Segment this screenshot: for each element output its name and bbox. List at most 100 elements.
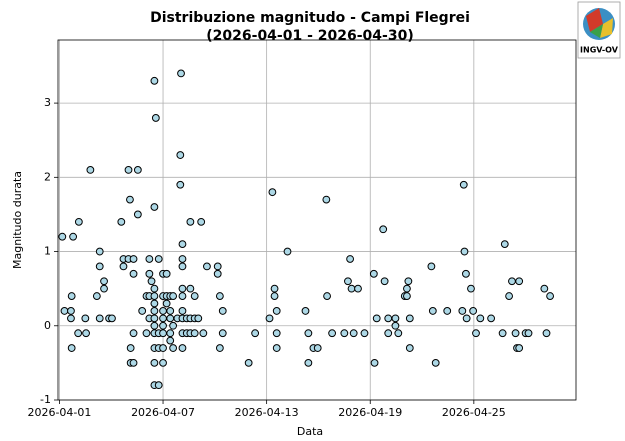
point (360, 329, 369, 338)
point (467, 284, 475, 293)
point (81, 314, 90, 323)
point (150, 292, 159, 300)
point (498, 329, 507, 338)
point (511, 329, 520, 338)
point (177, 69, 185, 78)
point (95, 262, 104, 271)
point (60, 307, 69, 315)
point (340, 329, 349, 338)
point (403, 292, 411, 300)
point (162, 299, 171, 308)
point (251, 329, 260, 338)
point (428, 307, 437, 315)
point (313, 344, 322, 352)
point (150, 299, 159, 308)
point (190, 292, 199, 300)
point (443, 307, 452, 315)
point (515, 344, 524, 352)
point (268, 188, 277, 197)
point (301, 307, 310, 315)
point (213, 262, 222, 271)
logo: INGV-OV (577, 1, 621, 59)
point (215, 292, 224, 300)
point (178, 284, 187, 293)
point (391, 321, 400, 330)
point (159, 329, 167, 338)
point (169, 344, 178, 352)
point (384, 314, 393, 323)
x-tick-label: 2026-04-25 (442, 406, 506, 419)
point (178, 255, 187, 263)
point (272, 329, 281, 338)
point (322, 195, 331, 204)
point (213, 269, 222, 278)
point (370, 358, 379, 367)
point (145, 255, 154, 263)
point (108, 314, 116, 323)
point (126, 195, 134, 204)
point (349, 329, 358, 338)
point (147, 277, 156, 286)
y-tick-label: 1 (44, 245, 51, 258)
point (142, 329, 151, 338)
point (524, 329, 533, 338)
point (515, 277, 524, 286)
y-tick-label: 3 (44, 96, 51, 109)
point (124, 165, 133, 174)
point (459, 180, 468, 189)
point (178, 262, 187, 271)
point (405, 344, 414, 352)
point (272, 344, 281, 352)
point (138, 307, 147, 315)
point (508, 277, 516, 286)
point (95, 314, 104, 323)
point (178, 292, 187, 300)
point (500, 240, 509, 249)
point (283, 247, 292, 256)
point (505, 292, 513, 300)
point (169, 292, 178, 300)
chart-title: Distribuzione magnitudo - Campi Flegrei (150, 10, 470, 26)
logo-shape (586, 8, 603, 32)
point (328, 329, 337, 338)
logo-shape (600, 18, 613, 38)
point (218, 307, 227, 315)
point (372, 314, 381, 323)
point (405, 314, 414, 323)
point (129, 358, 138, 367)
point (394, 329, 403, 338)
point (166, 329, 175, 338)
point (270, 292, 279, 300)
point (344, 277, 352, 286)
point (270, 284, 279, 293)
point (476, 314, 485, 323)
point (145, 269, 154, 278)
point (380, 277, 389, 286)
point (190, 329, 199, 338)
point (304, 329, 313, 338)
point (151, 114, 160, 122)
point (74, 217, 83, 226)
point (117, 217, 126, 226)
chart-subtitle: (2026-04-01 - 2026-04-30) (206, 28, 413, 44)
point (403, 284, 411, 293)
point (58, 232, 67, 241)
point (150, 307, 159, 315)
point (462, 269, 470, 278)
point (199, 329, 208, 338)
point (159, 314, 167, 323)
point (126, 344, 135, 352)
logo-text: INGV-OV (580, 46, 619, 55)
point (150, 203, 159, 211)
point (82, 329, 90, 338)
point (100, 277, 108, 286)
point (379, 225, 388, 234)
point (218, 329, 227, 338)
point (119, 262, 128, 271)
point (487, 314, 496, 323)
point (162, 269, 171, 278)
point (178, 344, 187, 352)
x-axis-label: Data (297, 425, 323, 438)
point (546, 292, 554, 300)
